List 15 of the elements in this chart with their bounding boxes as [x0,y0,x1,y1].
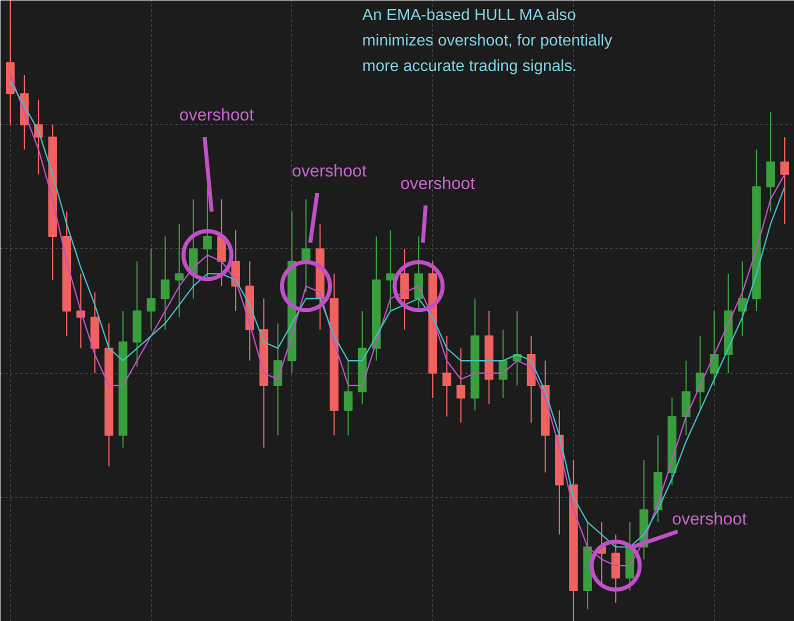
annotation: overshoot [672,509,747,528]
candlestick [174,223,184,318]
candlestick [302,198,310,293]
candlestick [146,248,156,330]
annotation: overshoot [292,162,367,181]
annotation: overshoot [179,106,254,125]
candlestick [344,360,353,436]
candlestick [498,329,508,399]
annotation: overshoot [400,174,476,194]
candlestick [442,335,452,418]
candlestick [780,136,790,225]
candlestick [160,236,170,330]
candlestick [456,348,466,424]
candlestick [386,230,395,312]
annotation: An EMA-based HULL MA also minimizes overshoot, for potentially more accurate trading signals. [362,7,612,76]
